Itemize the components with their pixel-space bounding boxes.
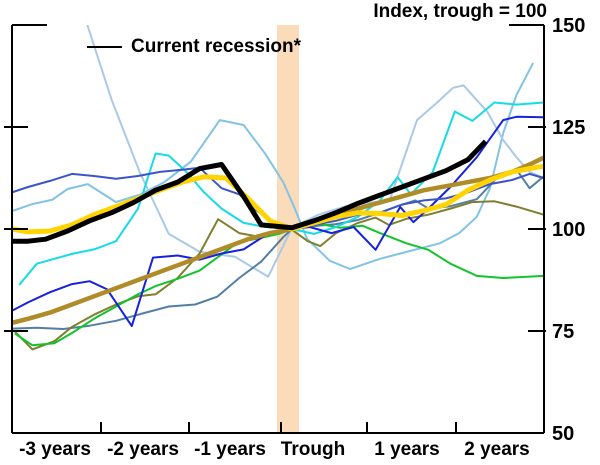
legend-label: Current recession* — [131, 36, 302, 57]
y-axis-label-75: 75 — [552, 321, 574, 343]
x-axis-label-2-years: 2 years — [464, 439, 530, 460]
x-axis-label--2-years: -2 years — [107, 439, 179, 460]
legend-line-sample — [87, 46, 122, 48]
series-sky-blue-recession — [12, 62, 534, 270]
x-axis-label--3-years: -3 years — [19, 439, 91, 460]
x-axis-label-Trough: Trough — [281, 439, 345, 460]
chart-title: Index, trough = 100 — [373, 1, 547, 22]
series-dark-goldenrod-average — [12, 155, 544, 325]
y-axis-label-125: 125 — [552, 117, 585, 139]
y-axis-label-100: 100 — [552, 219, 585, 241]
series-current-recession — [12, 139, 488, 244]
x-axis-label-1-years: 1 years — [374, 439, 440, 460]
y-axis-label-150: 150 — [552, 15, 585, 37]
x-axis-label--1-years: -1 years — [194, 439, 266, 460]
series-light-steel-recession — [86, 25, 544, 278]
y-axis-label-50: 50 — [552, 423, 574, 445]
legend: Current recession* — [87, 36, 301, 58]
series-green-recession — [14, 221, 544, 347]
